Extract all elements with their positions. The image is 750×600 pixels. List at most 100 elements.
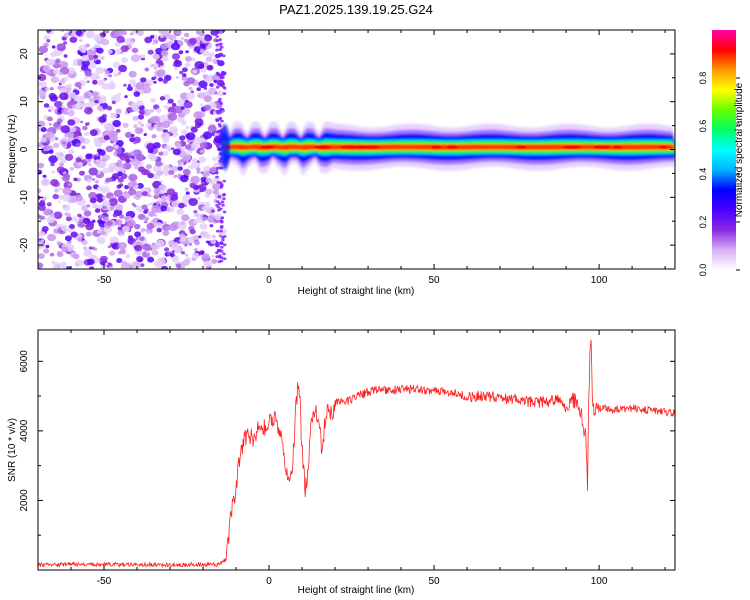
noise-speckle — [215, 39, 220, 42]
noise-speckle — [85, 153, 93, 160]
noise-speckle — [186, 132, 196, 141]
noise-speckle — [81, 59, 90, 67]
noise-speckle — [108, 74, 112, 78]
noise-speckle — [199, 223, 208, 230]
noise-speckle — [146, 193, 151, 198]
noise-speckle — [192, 235, 200, 241]
noise-speckle — [164, 226, 170, 230]
noise-speckle — [179, 233, 186, 239]
signal-onset — [219, 124, 230, 171]
noise-speckle — [208, 52, 215, 58]
bottom-y-axis: 2000 4000 6000 — [19, 350, 675, 536]
noise-speckle — [68, 183, 72, 187]
noise-speckle — [203, 168, 208, 173]
noise-speckle — [109, 112, 118, 119]
noise-speckle — [128, 188, 137, 196]
snr-background — [38, 330, 675, 570]
noise-speckle — [104, 262, 109, 266]
noise-speckle — [156, 69, 166, 77]
noise-speckle — [75, 259, 84, 267]
noise-speckle — [60, 225, 69, 232]
noise-speckle — [79, 106, 83, 110]
noise-speckle — [50, 162, 55, 167]
noise-speckle — [48, 123, 53, 126]
noise-speckle — [133, 204, 137, 208]
noise-speckle — [198, 156, 207, 163]
noise-speckle — [210, 239, 217, 245]
noise-speckle — [220, 225, 224, 228]
noise-speckle — [38, 188, 42, 194]
noise-speckle — [45, 244, 50, 249]
top-x-tick-label: 100 — [591, 275, 608, 286]
noise-speckle — [128, 70, 137, 78]
noise-speckle — [146, 231, 151, 235]
noise-speckle — [38, 162, 45, 169]
noise-speckle — [73, 177, 78, 182]
noise-speckle — [113, 144, 119, 149]
noise-speckle — [86, 185, 92, 191]
noise-speckle — [97, 186, 104, 192]
noise-speckle — [114, 30, 123, 37]
noise-speckle — [39, 81, 47, 88]
noise-speckle — [215, 203, 219, 207]
noise-speckle — [102, 79, 106, 83]
noise-speckle — [222, 54, 226, 58]
noise-speckle — [189, 182, 197, 189]
noise-speckle — [70, 231, 78, 238]
noise-speckle — [86, 80, 90, 83]
noise-speckle — [107, 245, 112, 249]
noise-speckle — [109, 84, 114, 89]
noise-speckle — [42, 174, 47, 178]
noise-speckle — [215, 171, 219, 175]
noise-speckle — [81, 145, 86, 150]
noise-speckle — [94, 208, 101, 213]
signal-hotspot — [613, 145, 622, 149]
noise-speckle — [199, 149, 205, 154]
noise-speckle — [55, 137, 59, 141]
noise-speckle — [190, 126, 198, 133]
noise-speckle — [144, 220, 148, 224]
noise-speckle — [131, 47, 139, 54]
noise-speckle — [203, 184, 207, 188]
noise-speckle — [215, 48, 219, 52]
noise-speckle — [115, 204, 124, 211]
noise-speckle — [207, 125, 217, 133]
noise-speckle — [190, 175, 200, 184]
noise-speckle — [127, 84, 131, 87]
noise-speckle — [137, 121, 143, 126]
noise-speckle — [56, 251, 64, 258]
noise-speckle — [219, 241, 224, 245]
noise-speckle — [40, 127, 47, 133]
noise-speckle — [199, 142, 208, 149]
noise-speckle — [185, 92, 195, 100]
noise-speckle — [215, 35, 219, 38]
noise-speckle — [43, 35, 50, 41]
noise-speckle — [153, 76, 157, 80]
noise-speckle — [212, 183, 221, 191]
noise-speckle — [66, 213, 71, 217]
noise-speckle — [84, 76, 88, 80]
noise-speckle — [181, 75, 188, 81]
noise-speckle — [134, 223, 141, 230]
noise-speckle — [51, 45, 56, 49]
noise-speckle — [123, 193, 131, 199]
noise-speckle — [209, 224, 214, 228]
noise-speckle — [215, 175, 219, 179]
colorbar-axis: 0.0 0.2 0.4 0.6 0.8 — [698, 72, 740, 276]
noise-speckle — [137, 114, 145, 120]
noise-speckle — [173, 67, 178, 71]
noise-speckle — [91, 91, 99, 97]
noise-speckle — [97, 55, 101, 58]
noise-speckle — [75, 30, 83, 36]
noise-speckle — [203, 104, 211, 111]
noise-speckle — [38, 73, 47, 81]
noise-speckle — [117, 71, 122, 75]
noise-speckle — [95, 66, 105, 75]
noise-speckle — [218, 97, 222, 101]
noise-speckle — [173, 40, 178, 44]
noise-speckle — [92, 178, 96, 181]
noise-speckle — [217, 195, 222, 199]
noise-speckle — [183, 32, 190, 38]
noise-speckle — [125, 37, 135, 46]
noise-speckle — [199, 49, 205, 54]
